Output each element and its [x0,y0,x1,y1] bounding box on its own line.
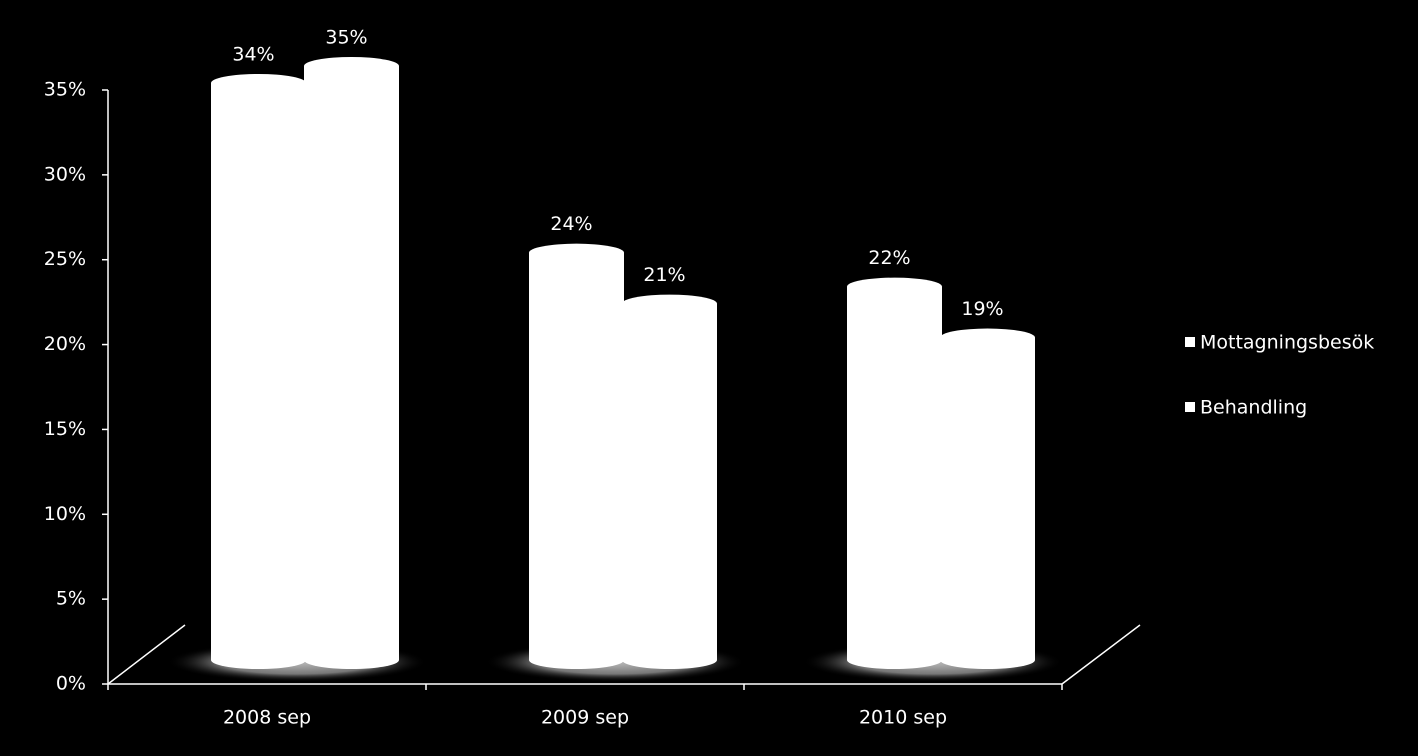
bar [940,337,1035,660]
bar-base [847,651,942,669]
y-tick-label: 0% [56,673,86,695]
bar-base [304,651,399,669]
value-label: 35% [325,27,367,49]
bar-base [622,651,717,669]
value-label: 22% [868,247,910,269]
value-label: 21% [643,264,685,286]
y-tick-label: 5% [56,588,86,610]
floor-edge [107,624,186,685]
x-tick-label: 2009 sep [541,707,629,729]
bar-cap [940,328,1035,347]
bar [529,252,624,660]
legend-swatch [1185,402,1195,412]
value-label: 24% [550,213,592,235]
y-tick-label: 15% [44,418,86,440]
y-tick-label: 10% [44,503,86,525]
bar-base [211,651,306,669]
bar-cap [304,57,399,75]
y-tick-label: 35% [44,79,86,101]
bar [211,82,306,660]
floor-edge [1061,624,1141,685]
bar-base [529,651,624,669]
bar [622,303,717,660]
value-label: 19% [961,298,1003,320]
bar [304,66,399,660]
y-tick-label: 30% [44,163,86,185]
bar [847,286,942,660]
bar-cap [529,243,624,262]
bar-cap [847,277,942,296]
bar-cap [622,294,717,313]
value-label: 34% [232,43,274,65]
y-tick-label: 25% [44,248,86,270]
bar-base [940,651,1035,669]
legend-swatch [1185,337,1195,347]
bar-cap [211,73,306,92]
x-tick-label: 2010 sep [859,707,947,729]
legend-label: Mottagningsbesök [1200,332,1374,354]
legend-label: Behandling [1200,397,1307,419]
y-tick-label: 20% [44,333,86,355]
x-tick-label: 2008 sep [223,707,311,729]
